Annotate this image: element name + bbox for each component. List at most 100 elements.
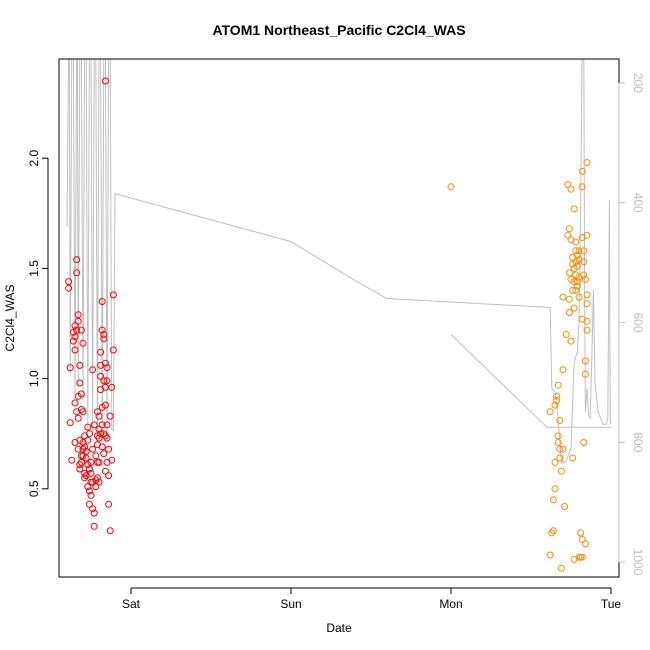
data-point-series-2 [569, 286, 577, 294]
data-point-series-1 [84, 423, 92, 431]
data-point-series-2 [581, 275, 589, 283]
data-point-series-1 [76, 461, 84, 469]
data-point-series-1 [79, 339, 87, 347]
data-point-series-1 [85, 487, 93, 495]
data-point-series-2 [567, 337, 575, 345]
data-point-series-2 [583, 300, 591, 308]
data-point-series-1 [82, 454, 90, 462]
data-point-series-1 [76, 361, 84, 369]
y-tick-label: 0.5 [27, 480, 41, 497]
data-point-series-1 [108, 456, 116, 464]
data-point-series-2 [580, 271, 588, 279]
data-point-series-2 [561, 503, 569, 510]
data-point-series-2 [567, 185, 575, 193]
data-point-series-1 [108, 383, 116, 391]
data-point-series-2 [556, 454, 564, 462]
data-point-series-1 [101, 432, 109, 440]
data-point-series-2 [572, 238, 580, 246]
data-point-series-1 [101, 401, 109, 409]
data-point-series-2 [556, 445, 564, 453]
data-point-series-1 [95, 458, 103, 466]
data-point-series-1 [90, 421, 98, 429]
chart-title: ATOM1 Northeast_Pacific C2Cl4_WAS [212, 22, 465, 38]
data-point-series-1 [100, 335, 108, 343]
data-point-series-1 [105, 445, 113, 453]
pressure-trace-line-2 [450, 334, 611, 428]
data-point-series-1 [95, 434, 103, 442]
data-point-series-2 [578, 183, 586, 191]
data-point-series-1 [92, 452, 100, 460]
data-point-series-2 [577, 529, 585, 537]
pressure-trace-line-1 [66, 59, 612, 465]
right-tick-label: 1000 [631, 549, 645, 576]
data-point-series-2 [564, 181, 572, 189]
data-point-series-2 [546, 408, 554, 416]
right-tick-label: 600 [631, 312, 645, 332]
data-point-series-2 [554, 432, 562, 440]
data-point-series-2 [569, 454, 577, 462]
data-point-series-2 [583, 291, 591, 299]
data-point-series-1 [100, 377, 108, 385]
data-point-series-1 [93, 474, 101, 482]
y-axis-label: C2Cl4_WAS [3, 285, 17, 352]
data-point-series-1 [103, 421, 111, 429]
data-point-series-1 [87, 469, 95, 477]
data-point-series-2 [565, 295, 573, 303]
data-point-series-1 [93, 408, 101, 416]
data-point-series-2 [557, 467, 565, 475]
data-point-series-1 [100, 331, 108, 338]
data-point-series-2 [578, 553, 586, 561]
data-point-series-1 [69, 337, 77, 345]
data-point-series-1 [97, 348, 105, 356]
data-point-series-2 [559, 293, 567, 301]
data-point-series-2 [549, 527, 557, 535]
right-tick-label: 800 [631, 432, 645, 452]
y-tick-label: 1.0 [27, 370, 41, 387]
data-point-series-1 [77, 406, 85, 413]
data-point-series-1 [82, 447, 90, 455]
data-point-series-2 [557, 564, 565, 572]
data-point-series-1 [71, 346, 79, 354]
data-point-series-1 [89, 366, 97, 374]
data-point-series-1 [95, 412, 103, 420]
data-point-series-1 [103, 434, 111, 442]
data-point-series-1 [79, 408, 87, 416]
data-point-series-2 [573, 251, 581, 259]
data-point-series-1 [65, 284, 73, 292]
data-point-series-1 [71, 399, 79, 407]
data-point-series-1 [103, 377, 111, 385]
data-point-series-1 [95, 478, 103, 486]
data-point-series-2 [572, 247, 580, 255]
data-point-series-1 [66, 419, 74, 427]
data-point-series-2 [548, 529, 556, 537]
data-point-series-2 [572, 286, 580, 294]
data-point-series-1 [73, 326, 81, 334]
pressure-trace-layer [66, 59, 612, 465]
data-point-series-1 [90, 522, 98, 530]
data-point-series-2 [559, 445, 567, 453]
data-point-series-2 [575, 293, 583, 301]
data-point-series-1 [76, 465, 84, 473]
data-point-series-1 [98, 443, 106, 451]
data-point-series-1 [90, 509, 98, 517]
data-point-series-1 [98, 421, 106, 429]
data-point-series-1 [109, 291, 117, 299]
data-point-series-1 [68, 456, 76, 464]
data-point-series-1 [74, 317, 82, 325]
y-tick-label: 2.0 [27, 150, 41, 167]
data-point-series-1 [103, 364, 111, 372]
data-point-series-2 [559, 366, 567, 374]
data-point-series-2 [565, 269, 573, 277]
x-axis: Sat Sun Mon Tue [122, 587, 621, 611]
data-point-series-2 [581, 540, 589, 548]
data-point-series-1 [73, 269, 81, 277]
data-point-series-1 [77, 390, 85, 398]
data-point-series-2 [562, 331, 570, 338]
data-point-series-2 [580, 247, 588, 255]
data-point-series-1 [101, 359, 109, 367]
data-point-series-1 [106, 412, 114, 420]
data-point-series-2 [580, 258, 588, 266]
data-point-series-1 [81, 443, 89, 451]
data-point-series-2 [581, 370, 589, 378]
data-point-series-2 [583, 317, 591, 325]
